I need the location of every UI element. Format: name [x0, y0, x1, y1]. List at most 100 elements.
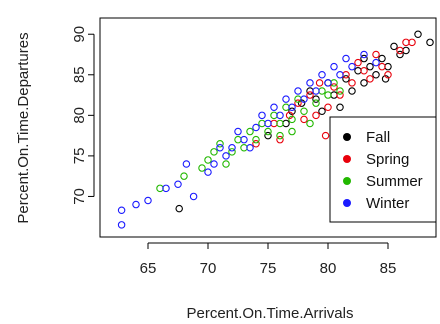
- data-point-summer: [294, 95, 302, 103]
- data-point-fall: [381, 75, 390, 83]
- data-point-summer: [282, 103, 290, 111]
- data-point-fall: [288, 107, 296, 116]
- data-point-spring: [294, 99, 302, 107]
- y-tick-label: 85: [71, 66, 88, 83]
- x-axis: 65 70 75 80 85: [140, 242, 397, 277]
- data-point-summer: [216, 139, 224, 148]
- data-point-fall: [366, 62, 374, 71]
- legend-marker-winter: [343, 199, 351, 207]
- data-point-winter: [132, 200, 140, 209]
- data-point-summer: [288, 115, 296, 124]
- data-point-fall: [330, 91, 338, 99]
- data-point-winter: [288, 103, 296, 111]
- series-spring: [252, 38, 416, 148]
- data-point-summer: [204, 156, 212, 164]
- data-point-winter: [264, 119, 272, 128]
- data-point-winter: [318, 71, 326, 79]
- data-point-winter: [276, 111, 284, 120]
- data-point-summer: [330, 79, 338, 87]
- data-point-spring: [348, 79, 356, 87]
- data-point-summer: [210, 148, 218, 156]
- data-point-summer: [264, 127, 272, 136]
- data-point-summer: [156, 184, 164, 193]
- legend-marker-spring: [343, 155, 351, 163]
- data-point-fall: [175, 204, 183, 213]
- legend-label-fall: Fall: [366, 129, 390, 146]
- data-point-spring: [372, 50, 380, 59]
- data-point-fall: [342, 75, 350, 83]
- data-point-summer: [288, 127, 296, 136]
- data-point-fall: [402, 46, 410, 55]
- data-point-spring: [396, 46, 404, 55]
- data-point-spring: [366, 75, 374, 83]
- data-point-summer: [246, 127, 254, 136]
- y-tick-label: 70: [71, 188, 88, 205]
- data-point-fall: [318, 107, 326, 116]
- data-point-winter: [240, 135, 248, 144]
- data-point-winter: [360, 50, 368, 59]
- data-point-fall: [396, 50, 404, 59]
- legend-marker-fall: [343, 133, 351, 141]
- data-point-winter: [246, 144, 254, 152]
- data-point-winter: [348, 62, 356, 71]
- data-point-winter: [294, 87, 302, 95]
- x-tick-label: 65: [140, 260, 157, 277]
- legend-label-summer: Summer: [366, 173, 423, 190]
- data-point-summer: [324, 91, 332, 99]
- data-point-summer: [276, 119, 284, 128]
- data-point-fall: [264, 131, 272, 140]
- y-tick-label: 80: [71, 107, 88, 124]
- data-point-winter: [300, 95, 308, 103]
- data-point-summer: [180, 172, 188, 180]
- data-point-winter: [336, 71, 344, 79]
- data-point-winter: [228, 144, 236, 152]
- data-point-winter: [258, 111, 266, 120]
- data-point-winter: [210, 160, 218, 168]
- data-point-spring: [321, 131, 330, 140]
- data-point-summer: [312, 99, 320, 107]
- legend-label-spring: Spring: [366, 151, 409, 168]
- data-point-fall: [282, 119, 290, 128]
- data-point-fall: [414, 30, 422, 38]
- data-point-spring: [276, 135, 284, 144]
- data-point-winter: [234, 127, 242, 136]
- data-point-spring: [324, 103, 332, 111]
- data-point-winter: [252, 123, 260, 132]
- data-point-winter: [372, 58, 380, 67]
- x-tick-label: 85: [380, 260, 397, 277]
- data-point-winter: [162, 184, 170, 193]
- data-point-winter: [282, 95, 290, 103]
- data-point-fall: [336, 103, 344, 111]
- data-point-fall: [312, 95, 320, 103]
- data-point-fall: [360, 54, 368, 63]
- data-point-spring: [402, 38, 410, 47]
- data-point-spring: [306, 91, 314, 99]
- data-point-spring: [312, 111, 320, 120]
- x-tick-label: 80: [320, 260, 337, 277]
- data-point-spring: [330, 83, 338, 91]
- data-point-summer: [270, 111, 278, 120]
- data-point-winter: [312, 87, 320, 95]
- data-point-fall: [426, 38, 434, 47]
- data-point-summer: [318, 87, 326, 95]
- data-point-spring: [252, 139, 260, 148]
- data-point-fall: [384, 62, 392, 71]
- data-point-fall: [360, 79, 368, 87]
- data-point-winter: [306, 79, 314, 87]
- legend: Fall Spring Summer Winter: [329, 116, 437, 223]
- data-point-winter: [204, 168, 212, 176]
- y-tick-label: 75: [71, 148, 88, 165]
- legend-label-winter: Winter: [366, 195, 409, 212]
- data-point-winter: [117, 206, 126, 214]
- data-point-summer: [222, 160, 230, 168]
- data-point-fall: [390, 42, 398, 51]
- data-point-winter: [182, 160, 191, 168]
- x-tick-label: 70: [200, 260, 217, 277]
- data-point-spring: [384, 71, 392, 79]
- data-point-summer: [240, 144, 248, 152]
- data-point-spring: [300, 115, 308, 124]
- data-point-spring: [285, 111, 294, 120]
- data-point-winter: [222, 152, 230, 160]
